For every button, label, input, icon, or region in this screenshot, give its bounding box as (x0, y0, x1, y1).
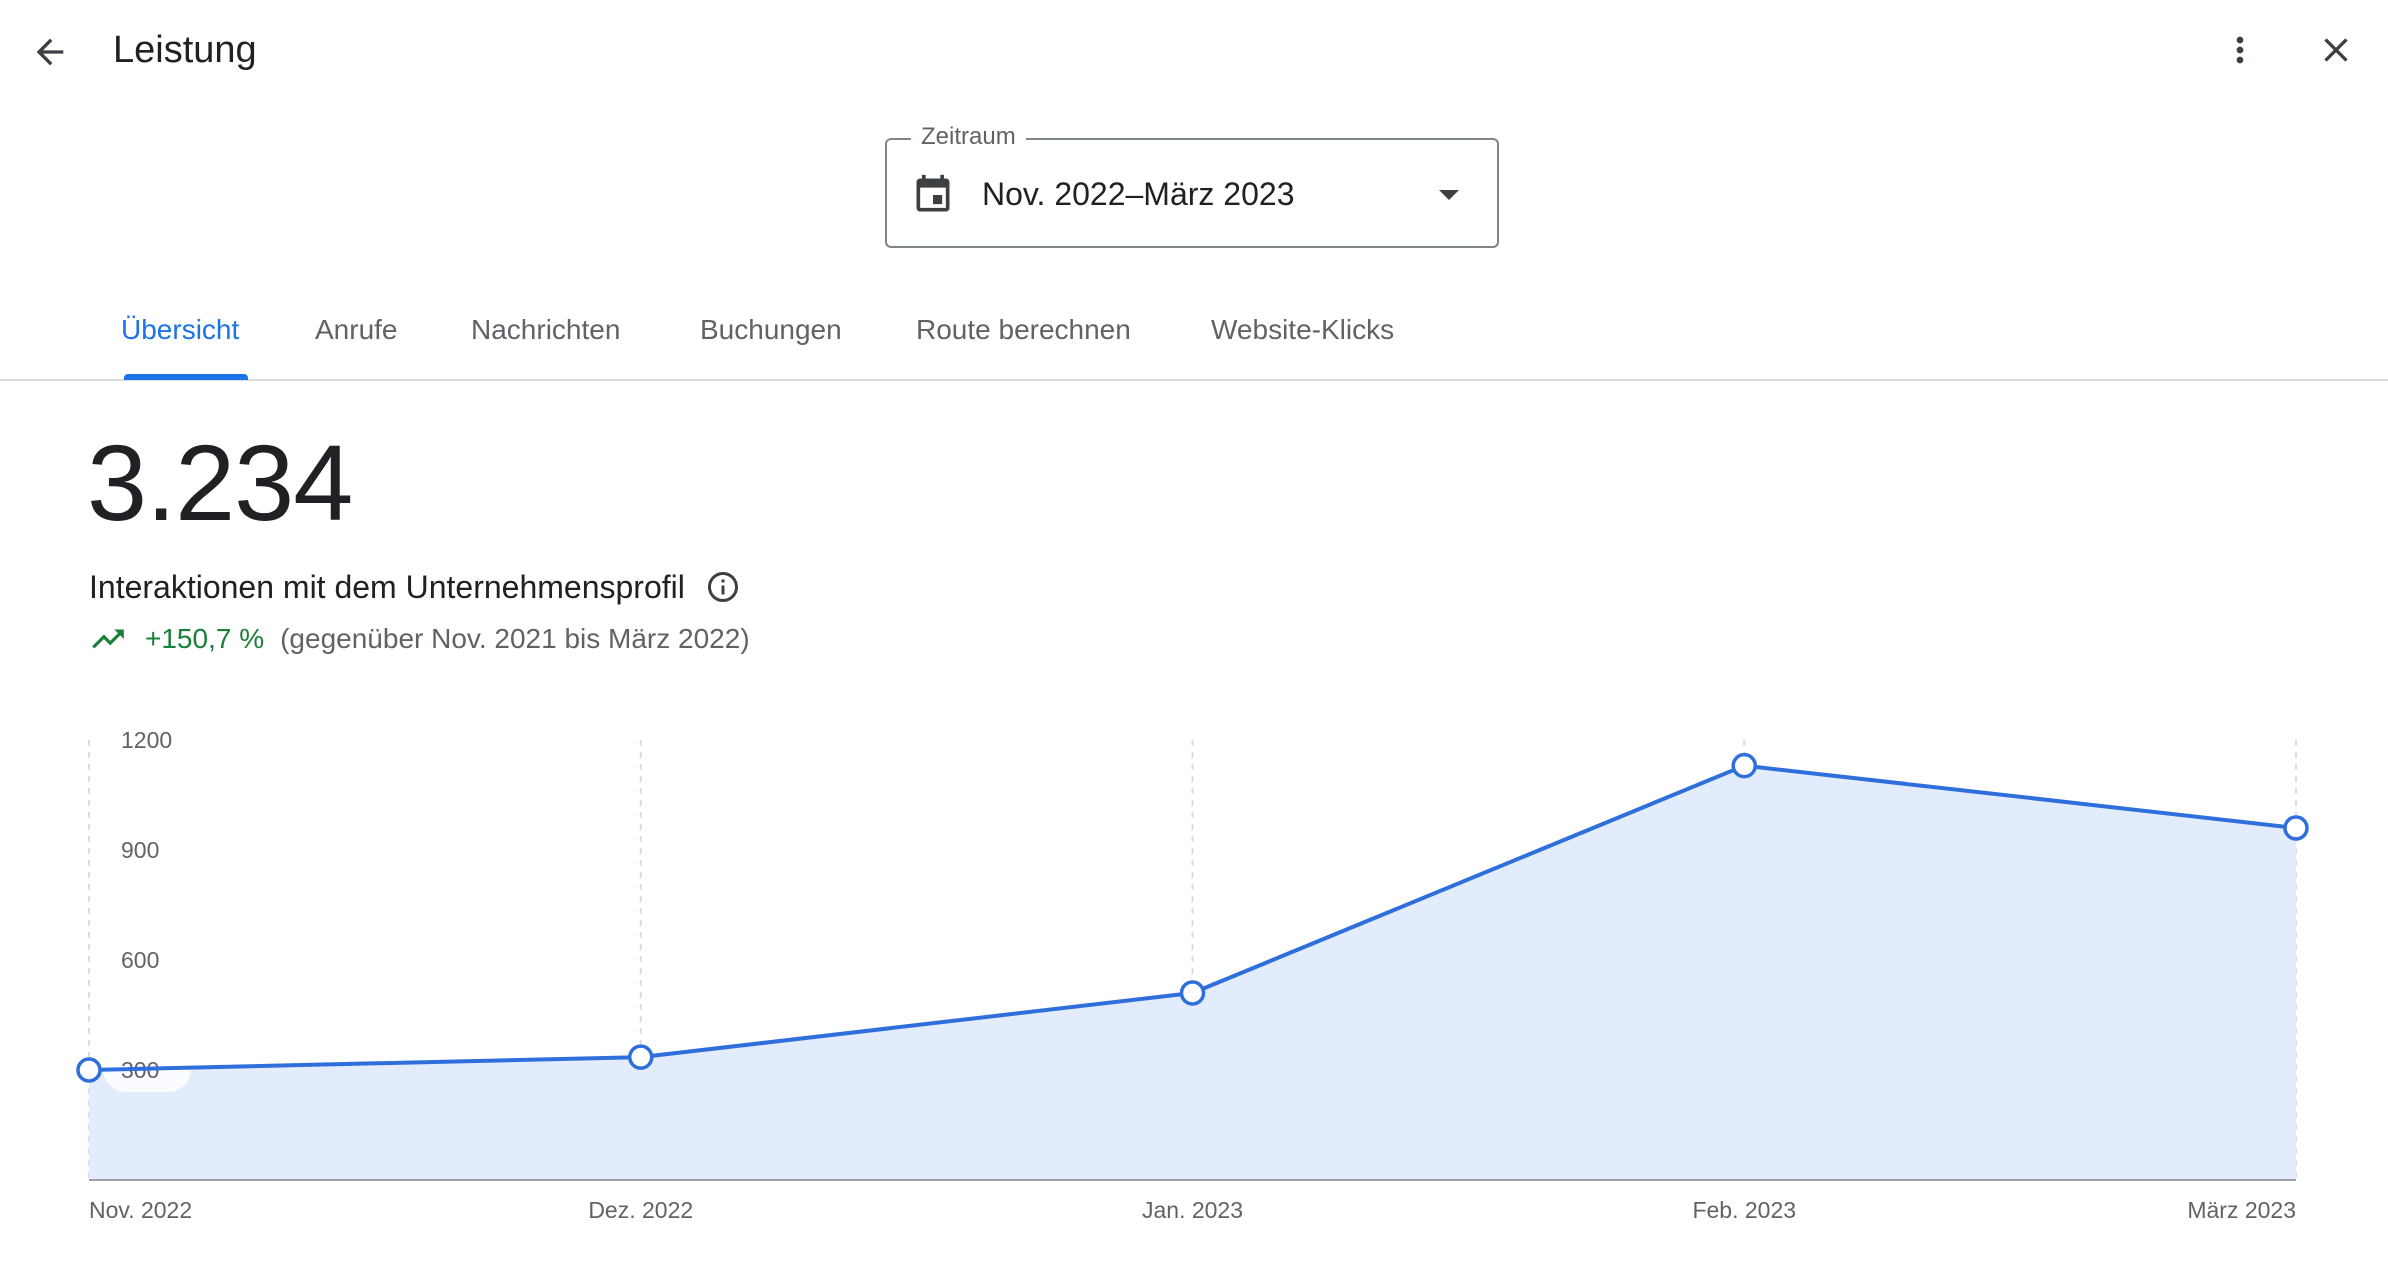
tab-calls[interactable]: Anrufe (315, 314, 398, 345)
close-button[interactable] (2308, 22, 2364, 78)
more-vert-icon (2236, 36, 2244, 64)
total-interactions: 3.234 (87, 422, 353, 543)
change-row: +150,7 % (gegenüber Nov. 2021 bis März 2… (89, 620, 750, 658)
y-tick-label: 900 (121, 837, 159, 863)
period-select[interactable]: Zeitraum Nov. 2022–März 2023 (885, 122, 1499, 248)
x-tick-label: Jan. 2023 (1142, 1197, 1243, 1223)
data-point (76, 1057, 102, 1083)
change-percent: +150,7 % (145, 623, 265, 654)
active-tab-indicator (124, 374, 248, 380)
page-title: Leistung (113, 29, 257, 71)
tab-bookings[interactable]: Buchungen (700, 314, 842, 345)
data-point (1731, 752, 1757, 779)
arrow-left-icon (36, 38, 64, 66)
tab-directions[interactable]: Route berechnen (916, 314, 1131, 345)
calendar-icon (911, 173, 955, 222)
tab-overview[interactable]: Übersicht (121, 314, 240, 345)
info-icon[interactable] (705, 569, 741, 605)
area-fill (89, 765, 2296, 1180)
tab-bar: Übersicht Anrufe Nachrichten Buchungen R… (0, 295, 2388, 381)
period-select-value: Nov. 2022–März 2023 (982, 176, 1295, 212)
close-icon (2324, 38, 2348, 62)
trending-up-icon (89, 620, 127, 658)
change-comparison: (gegenüber Nov. 2021 bis März 2022) (280, 623, 750, 654)
y-tick-label: 1200 (121, 727, 172, 753)
tab-website-clicks[interactable]: Website-Klicks (1211, 314, 1395, 345)
x-tick-label: Dez. 2022 (588, 1197, 693, 1223)
more-options-button[interactable] (2212, 22, 2268, 78)
back-button[interactable] (22, 24, 78, 80)
x-tick-label: Nov. 2022 (89, 1197, 192, 1223)
data-point (2283, 815, 2309, 841)
metric-label-text: Interaktionen mit dem Unternehmensprofil (89, 569, 685, 605)
dropdown-caret-icon (1437, 188, 1461, 207)
data-point (628, 1044, 654, 1070)
x-tick-label: Feb. 2023 (1692, 1197, 1796, 1223)
period-select-label: Zeitraum (911, 122, 1026, 152)
y-tick-label: 600 (121, 947, 159, 973)
metric-label: Interaktionen mit dem Unternehmensprofil (89, 566, 741, 608)
tab-messages[interactable]: Nachrichten (471, 314, 621, 345)
data-point (1179, 980, 1206, 1006)
x-tick-label: März 2023 (2187, 1197, 2296, 1223)
